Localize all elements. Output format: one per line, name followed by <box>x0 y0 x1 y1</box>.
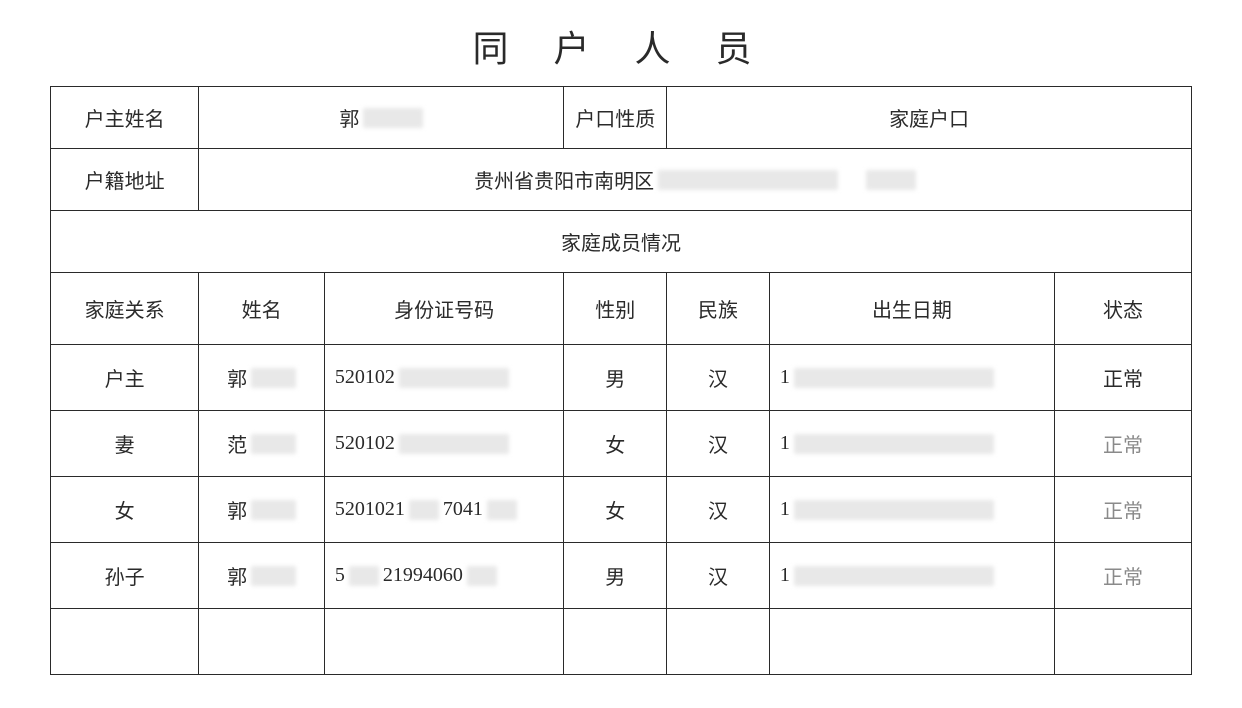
col-status: 状态 <box>1055 273 1192 345</box>
cell-name: 郭 <box>199 477 325 543</box>
address-value: 贵州省贵阳市南明区 <box>199 149 1192 211</box>
cell-name: 范 <box>199 411 325 477</box>
birth-prefix: 1 <box>780 564 790 587</box>
cell-id: 520102 <box>324 411 564 477</box>
table-row: 妻 范 520102 女 汉 1 正常 <box>51 411 1192 477</box>
cell-name: 郭 <box>199 543 325 609</box>
birth-prefix: 1 <box>780 498 790 521</box>
redacted-block <box>349 566 379 586</box>
cell-ethnicity: 汉 <box>667 477 770 543</box>
cell-birth: 1 <box>769 411 1054 477</box>
cell-gender: 女 <box>564 411 667 477</box>
col-birth-date: 出生日期 <box>769 273 1054 345</box>
member-header-row: 家庭关系 姓名 身份证号码 性别 民族 出生日期 状态 <box>51 273 1192 345</box>
cell-ethnicity: 汉 <box>667 543 770 609</box>
cell-relation: 户主 <box>51 345 199 411</box>
redacted-block <box>794 500 994 520</box>
cell-gender: 男 <box>564 543 667 609</box>
table-row: 孙子 郭 5 21994060 男 汉 1 正常 <box>51 543 1192 609</box>
id-prefix: 520102 <box>335 366 395 389</box>
id-prefix: 520102 <box>335 432 395 455</box>
householder-name-label: 户主姓名 <box>51 87 199 149</box>
redacted-block <box>794 566 994 586</box>
table-row: 女 郭 5201021 7041 女 汉 1 正常 <box>51 477 1192 543</box>
redacted-block <box>658 170 838 190</box>
cell-relation: 妻 <box>51 411 199 477</box>
hukou-type-label: 户口性质 <box>564 87 667 149</box>
cell-gender: 男 <box>564 345 667 411</box>
table-row: 户主 郭 520102 男 汉 1 正常 <box>51 345 1192 411</box>
householder-name-value: 郭 <box>199 87 564 149</box>
redacted-block <box>409 500 439 520</box>
col-relation: 家庭关系 <box>51 273 199 345</box>
cell-status: 正常 <box>1055 543 1192 609</box>
name-prefix: 范 <box>227 429 247 458</box>
cell-id: 5 21994060 <box>324 543 564 609</box>
cell-status: 正常 <box>1055 345 1192 411</box>
col-ethnicity: 民族 <box>667 273 770 345</box>
id-mid: 21994060 <box>383 564 463 587</box>
id-prefix: 5 <box>335 564 345 587</box>
name-prefix: 郭 <box>227 495 247 524</box>
cell-status: 正常 <box>1055 411 1192 477</box>
redacted-block <box>399 434 509 454</box>
redacted-block <box>487 500 517 520</box>
redacted-block <box>251 368 296 388</box>
address-prefix: 贵州省贵阳市南明区 <box>474 165 654 194</box>
cell-birth: 1 <box>769 345 1054 411</box>
cell-gender: 女 <box>564 477 667 543</box>
name-prefix: 郭 <box>227 561 247 590</box>
cell-name: 郭 <box>199 345 325 411</box>
id-mid: 7041 <box>443 498 483 521</box>
col-id-number: 身份证号码 <box>324 273 564 345</box>
cell-ethnicity: 汉 <box>667 345 770 411</box>
cell-ethnicity: 汉 <box>667 411 770 477</box>
birth-prefix: 1 <box>780 432 790 455</box>
redacted-block <box>467 566 497 586</box>
householder-name-prefix: 郭 <box>339 103 359 132</box>
id-prefix: 5201021 <box>335 498 405 521</box>
section-header: 家庭成员情况 <box>51 211 1192 273</box>
cell-relation: 孙子 <box>51 543 199 609</box>
cell-status: 正常 <box>1055 477 1192 543</box>
cell-id: 520102 <box>324 345 564 411</box>
redacted-block <box>251 566 296 586</box>
household-table: 户主姓名 郭 户口性质 家庭户口 户籍地址 贵州省贵阳市南明区 家庭成员情况 家… <box>50 86 1192 675</box>
info-row-householder: 户主姓名 郭 户口性质 家庭户口 <box>51 87 1192 149</box>
redacted-block <box>363 108 423 128</box>
redacted-block <box>251 500 296 520</box>
birth-prefix: 1 <box>780 366 790 389</box>
cell-id: 5201021 7041 <box>324 477 564 543</box>
name-prefix: 郭 <box>227 363 247 392</box>
table-row <box>51 609 1192 675</box>
cell-relation: 女 <box>51 477 199 543</box>
page-title: 同 户 人 员 <box>50 20 1192 72</box>
cell-birth: 1 <box>769 543 1054 609</box>
address-label: 户籍地址 <box>51 149 199 211</box>
col-name: 姓名 <box>199 273 325 345</box>
cell-birth: 1 <box>769 477 1054 543</box>
col-gender: 性别 <box>564 273 667 345</box>
redacted-block <box>866 170 916 190</box>
redacted-block <box>251 434 296 454</box>
redacted-block <box>399 368 509 388</box>
redacted-block <box>794 368 994 388</box>
hukou-type-value: 家庭户口 <box>667 87 1192 149</box>
section-header-row: 家庭成员情况 <box>51 211 1192 273</box>
redacted-block <box>794 434 994 454</box>
info-row-address: 户籍地址 贵州省贵阳市南明区 <box>51 149 1192 211</box>
